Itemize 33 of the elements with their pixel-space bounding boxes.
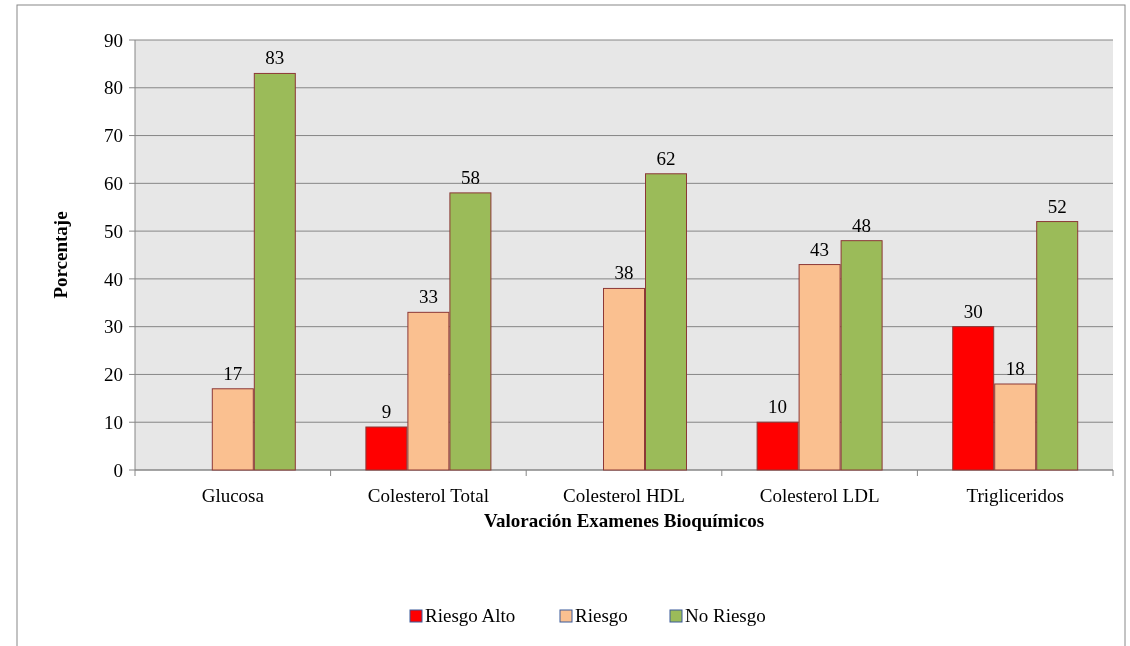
legend-label: No Riesgo (685, 605, 766, 626)
data-label: 58 (460, 166, 480, 188)
legend-label: Riesgo Alto (425, 605, 516, 626)
data-label: 52 (1047, 195, 1067, 217)
x-tick-label: Colesterol HDL (563, 485, 685, 506)
data-label: 33 (418, 286, 438, 308)
y-tick-label: 60 (104, 172, 123, 194)
y-tick-label: 20 (104, 364, 123, 386)
x-tick-label: Colesterol Total (367, 485, 490, 506)
data-label: 83 (265, 47, 285, 69)
x-tick-label: Colesterol LDL (759, 485, 880, 506)
y-axis-title: Porcentaje (50, 211, 71, 299)
y-tick-label: 70 (104, 125, 123, 147)
y-tick-label: 0 (113, 459, 123, 481)
x-axis-title: Valoración Examenes Bioquímicos (483, 510, 765, 531)
data-label: 17 (223, 362, 243, 384)
data-label: 48 (852, 214, 872, 236)
y-tick-label: 50 (104, 220, 123, 242)
legend-label: Riesgo (575, 605, 628, 626)
y-tick-label: 10 (104, 411, 123, 433)
data-label: 38 (614, 262, 634, 284)
y-tick-label: 80 (104, 77, 123, 99)
x-tick-label: Trigliceridos (966, 485, 1064, 506)
data-label: 9 (381, 401, 392, 422)
data-label: 43 (810, 238, 830, 260)
data-label: 10 (768, 396, 788, 418)
data-label: 62 (656, 147, 676, 169)
y-tick-label: 30 (104, 316, 123, 338)
data-label: 30 (963, 300, 983, 322)
y-tick-label: 90 (104, 29, 123, 51)
data-label: 18 (1005, 358, 1025, 379)
y-tick-label: 40 (104, 268, 123, 290)
x-tick-label: Glucosa (201, 485, 265, 506)
